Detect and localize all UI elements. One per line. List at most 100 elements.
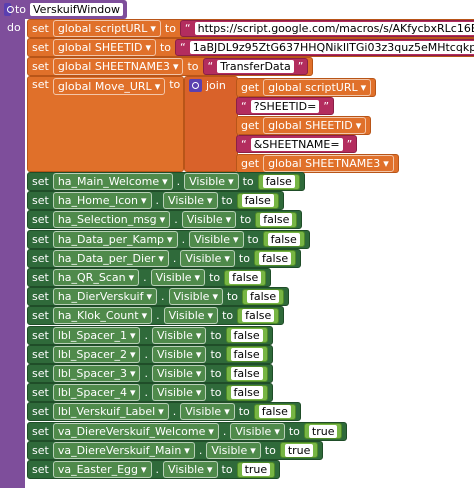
text-value[interactable]: ?SHEETID= [250,99,320,113]
property-dropdown[interactable]: Visible ▾ [184,173,239,190]
set-component-block[interactable]: set lbl_Spacer_4 ▾. Visible ▾ to false [27,383,273,403]
property-dropdown[interactable]: Visible ▾ [150,269,206,286]
component-dropdown[interactable]: lbl_Verskuif_Label ▾ [52,403,169,421]
get-block[interactable]: get global scriptURL ▾ [236,78,377,97]
logic-value[interactable]: true [241,463,271,476]
property-dropdown[interactable]: Visible ▾ [151,384,207,402]
gear-icon[interactable] [189,79,202,92]
component-dropdown[interactable]: ha_Selection_msg ▾ [52,211,171,229]
set-component-block[interactable]: set lbl_Spacer_2 ▾. Visible ▾ to false [27,344,273,364]
property-dropdown[interactable]: Visible ▾ [180,249,235,267]
property-dropdown[interactable]: Visible ▾ [168,288,223,306]
set-component-block[interactable]: set ha_Klok_Count ▾. Visible ▾ to false [27,306,285,326]
logic-value[interactable]: false [258,251,292,265]
logic-block[interactable]: false [255,211,298,228]
property-dropdown[interactable]: Visible ▾ [163,461,218,478]
join-block[interactable]: join [184,76,238,172]
property-dropdown[interactable]: Visible ▾ [181,211,237,229]
logic-block[interactable]: false [237,307,280,324]
set-component-block[interactable]: set lbl_Spacer_3 ▾. Visible ▾ to false [27,364,273,383]
set-component-block[interactable]: set va_DiereVerskuif_Welcome ▾. Visible ▾ to t… [27,421,348,441]
gear-icon[interactable] [4,3,14,16]
property-dropdown[interactable]: Visible ▾ [163,192,218,210]
logic-block[interactable]: false [257,173,300,190]
component-dropdown[interactable]: lbl_Spacer_1 ▾ [52,326,141,344]
variable-dropdown[interactable]: global SHEETID ▾ [263,117,367,134]
text-value[interactable]: &SHEETNAME= [250,137,343,151]
property-dropdown[interactable]: Visible ▾ [151,326,207,344]
logic-value[interactable]: false [230,347,263,361]
set-component-block[interactable]: set lbl_Spacer_1 ▾. Visible ▾ to false [27,325,273,345]
logic-value[interactable]: false [247,290,280,304]
set-component-block[interactable]: set ha_Data_per_Kamp ▾. Visible ▾ to false [27,229,310,249]
set-component-block[interactable]: set ha_DierVerskuif ▾. Visible ▾ to false [27,287,290,307]
logic-block[interactable]: false [224,269,267,286]
get-block[interactable]: get global SHEETID ▾ [236,116,372,135]
set-component-block[interactable]: set ha_Main_Welcome ▾. Visible ▾ to false [27,172,305,191]
component-dropdown[interactable]: va_Easter_Egg ▾ [52,461,152,478]
logic-value[interactable]: false [241,194,274,208]
set-global-block[interactable]: set global SHEETNAME3 ▾ to “TransferData” [27,57,314,76]
logic-value[interactable]: false [229,271,262,284]
component-dropdown[interactable]: lbl_Spacer_2 ▾ [52,345,141,363]
logic-block[interactable]: false [253,250,297,267]
logic-block[interactable]: false [262,231,305,248]
component-dropdown[interactable]: ha_DierVerskuif ▾ [52,288,157,306]
set-component-block[interactable]: set ha_Home_Icon ▾. Visible ▾ to false [27,191,284,211]
text-block[interactable]: “https://script.google.com/macros/s/AKfy… [179,20,474,37]
variable-dropdown[interactable]: global SHEETNAME3 ▾ [263,155,394,172]
logic-block[interactable]: false [225,346,268,363]
component-dropdown[interactable]: ha_Home_Icon ▾ [52,192,152,210]
logic-block[interactable]: false [225,327,268,344]
set-component-block[interactable]: set va_Easter_Egg ▾. Visible ▾ to true [27,460,281,479]
logic-value[interactable]: true [308,424,338,438]
component-dropdown[interactable]: lbl_Spacer_4 ▾ [52,384,141,402]
logic-value[interactable]: true [284,443,314,457]
set-global-block[interactable]: set global SHEETID ▾ to “1aBJDL9z95ZtG637HHQ… [27,38,474,57]
text-block[interactable]: “TransferData” [202,58,309,75]
property-dropdown[interactable]: Visible ▾ [206,441,261,459]
variable-dropdown[interactable]: global Move_URL ▾ [52,78,166,95]
property-dropdown[interactable]: Visible ▾ [180,403,235,421]
variable-dropdown[interactable]: global SHEETID ▾ [52,39,156,56]
set-component-block[interactable]: set ha_QR_Scan ▾. Visible ▾ to false [27,268,272,287]
set-component-block[interactable]: set lbl_Verskuif_Label ▾. Visible ▾ to false [27,402,301,422]
logic-block[interactable]: false [253,403,296,420]
get-block[interactable]: get global SHEETNAME3 ▾ [236,154,399,173]
variable-dropdown[interactable]: global scriptURL ▾ [263,79,372,96]
logic-block[interactable]: false [225,365,268,382]
text-value[interactable]: 1aBJDL9z95ZtG637HHQNikIlTGi03z3quz5eMHtc… [189,41,474,54]
logic-block[interactable]: true [236,461,276,478]
component-dropdown[interactable]: ha_Data_per_Dier ▾ [52,249,169,267]
variable-dropdown[interactable]: global SHEETNAME3 ▾ [52,58,184,75]
logic-block[interactable]: false [236,192,279,209]
text-block[interactable]: “&SHEETNAME=” [236,135,358,153]
logic-value[interactable]: false [258,405,291,419]
property-dropdown[interactable]: Visible ▾ [151,365,207,382]
procedure-name[interactable]: VerskuifWindow [30,3,123,16]
component-dropdown[interactable]: ha_QR_Scan ▾ [52,269,140,286]
text-block[interactable]: “1aBJDL9z95ZtG637HHQNikIlTGi03z3quz5eMHt… [175,39,474,56]
property-dropdown[interactable]: Visible ▾ [189,230,244,248]
logic-block[interactable]: false [225,384,268,401]
property-dropdown[interactable]: Visible ▾ [151,345,207,363]
set-component-block[interactable]: set ha_Selection_msg ▾. Visible ▾ to false [27,210,303,230]
logic-block[interactable]: true [279,442,319,459]
logic-value[interactable]: false [267,232,300,246]
text-value[interactable]: TransferData [217,60,294,73]
component-dropdown[interactable]: va_DiereVerskuif_Main ▾ [52,441,195,459]
set-global-block[interactable]: set global Move_URL ▾ to [27,76,184,172]
logic-value[interactable]: false [230,386,263,400]
set-global-block[interactable]: set global scriptURL ▾ to “https://script.go… [27,19,474,38]
logic-value[interactable]: false [230,328,263,342]
logic-block[interactable]: true [303,423,343,440]
logic-value[interactable]: false [230,367,263,380]
variable-dropdown[interactable]: global scriptURL ▾ [52,20,161,37]
logic-value[interactable]: false [260,213,293,227]
set-component-block[interactable]: set va_DiereVerskuif_Main ▾. Visible ▾ to true [27,440,324,460]
logic-value[interactable]: false [262,175,295,188]
component-dropdown[interactable]: ha_Data_per_Kamp ▾ [52,230,178,248]
component-dropdown[interactable]: lbl_Spacer_3 ▾ [52,365,141,382]
set-component-block[interactable]: set ha_Data_per_Dier ▾. Visible ▾ to false [27,248,302,268]
procedure-header[interactable]: to VerskuifWindow [0,0,127,19]
